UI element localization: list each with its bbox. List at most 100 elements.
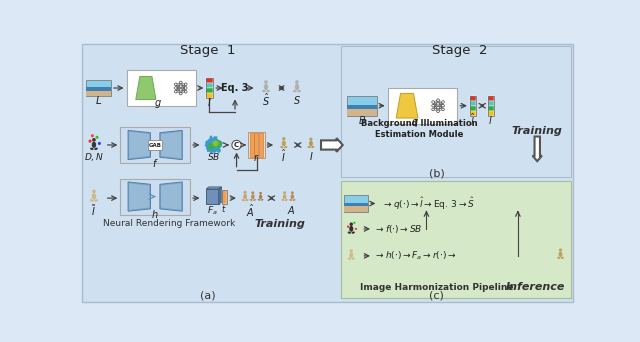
FancyArrow shape <box>532 136 542 161</box>
Text: Background Illumination
Estimation Module: Background Illumination Estimation Modul… <box>361 119 478 139</box>
Ellipse shape <box>90 199 93 202</box>
Text: $\hat{l}$: $\hat{l}$ <box>470 111 476 128</box>
Circle shape <box>442 104 444 107</box>
Text: Inference: Inference <box>506 282 565 292</box>
Ellipse shape <box>282 199 284 201</box>
Text: $t$: $t$ <box>221 202 227 214</box>
Ellipse shape <box>349 226 353 232</box>
Circle shape <box>349 223 353 226</box>
Bar <box>206 93 212 98</box>
Circle shape <box>353 222 355 224</box>
Polygon shape <box>136 77 156 100</box>
Bar <box>470 96 476 101</box>
Ellipse shape <box>291 194 294 199</box>
Bar <box>344 205 368 212</box>
Bar <box>206 83 212 88</box>
Ellipse shape <box>280 146 284 148</box>
Text: $\tilde{I}$: $\tilde{I}$ <box>91 203 97 218</box>
Circle shape <box>95 136 99 139</box>
Text: C: C <box>234 142 239 148</box>
Circle shape <box>442 101 444 103</box>
Bar <box>488 96 494 101</box>
Text: $r$: $r$ <box>253 152 260 163</box>
Text: Training: Training <box>255 219 305 228</box>
FancyArrow shape <box>321 138 343 152</box>
Circle shape <box>179 85 182 88</box>
Circle shape <box>259 192 262 195</box>
Bar <box>348 105 377 109</box>
Circle shape <box>252 191 254 194</box>
Circle shape <box>264 80 268 84</box>
Polygon shape <box>128 130 150 160</box>
Ellipse shape <box>258 199 260 201</box>
Text: GAB: GAB <box>148 143 162 148</box>
Ellipse shape <box>295 84 300 90</box>
Bar <box>254 133 259 157</box>
Text: $\rightarrow h(\cdot) \rightarrow F_a \rightarrow r(\cdot) \rightarrow$: $\rightarrow h(\cdot) \rightarrow F_a \r… <box>374 250 457 262</box>
Circle shape <box>436 99 440 102</box>
Text: $l$: $l$ <box>207 96 212 108</box>
Bar <box>206 78 212 98</box>
Bar <box>488 106 494 111</box>
Ellipse shape <box>260 199 264 201</box>
Text: $\hat{I}$: $\hat{I}$ <box>281 148 287 164</box>
Text: $f$: $f$ <box>152 157 159 169</box>
Bar <box>148 140 162 150</box>
Bar <box>470 101 476 106</box>
Bar <box>86 89 111 96</box>
Bar <box>341 47 572 177</box>
Bar <box>206 88 212 93</box>
Circle shape <box>88 140 92 143</box>
Ellipse shape <box>94 199 98 202</box>
Text: $L$: $L$ <box>95 94 102 106</box>
Circle shape <box>232 140 241 149</box>
Ellipse shape <box>285 199 288 201</box>
Text: Training: Training <box>512 126 563 136</box>
Ellipse shape <box>282 141 286 146</box>
Text: $l$: $l$ <box>488 114 493 126</box>
Circle shape <box>432 104 435 107</box>
Polygon shape <box>128 182 150 211</box>
Ellipse shape <box>309 141 313 146</box>
Ellipse shape <box>251 194 255 199</box>
PathPatch shape <box>204 135 223 154</box>
Text: $\rightarrow f(\cdot) \rightarrow SB$: $\rightarrow f(\cdot) \rightarrow SB$ <box>374 223 423 235</box>
Bar <box>388 88 458 124</box>
Text: $I$: $I$ <box>308 150 313 162</box>
Ellipse shape <box>351 258 355 260</box>
Text: $h$: $h$ <box>152 208 159 220</box>
Circle shape <box>432 101 435 103</box>
Circle shape <box>309 137 312 141</box>
Polygon shape <box>161 183 181 210</box>
Ellipse shape <box>250 199 253 201</box>
Ellipse shape <box>284 146 287 148</box>
Bar <box>222 190 227 203</box>
Bar <box>259 133 263 157</box>
Bar <box>127 70 196 106</box>
Bar <box>86 80 111 96</box>
Polygon shape <box>129 132 149 158</box>
Circle shape <box>92 189 96 193</box>
Bar <box>222 190 227 203</box>
Circle shape <box>559 248 562 252</box>
Bar <box>248 132 265 158</box>
Ellipse shape <box>262 90 266 92</box>
Ellipse shape <box>293 90 297 92</box>
Circle shape <box>179 89 182 91</box>
Circle shape <box>179 92 182 95</box>
Text: $S$: $S$ <box>293 94 301 106</box>
Polygon shape <box>396 93 418 118</box>
Circle shape <box>347 225 349 228</box>
Ellipse shape <box>266 90 270 92</box>
Ellipse shape <box>289 199 292 201</box>
Text: $\hat{S}$: $\hat{S}$ <box>262 92 270 108</box>
Bar <box>250 133 254 157</box>
Ellipse shape <box>94 148 98 150</box>
Polygon shape <box>206 189 219 204</box>
Text: Eq. 3: Eq. 3 <box>221 83 249 93</box>
Text: (b): (b) <box>429 169 444 179</box>
Bar <box>341 181 572 298</box>
Ellipse shape <box>92 142 96 148</box>
Ellipse shape <box>351 232 355 234</box>
Ellipse shape <box>308 146 310 148</box>
